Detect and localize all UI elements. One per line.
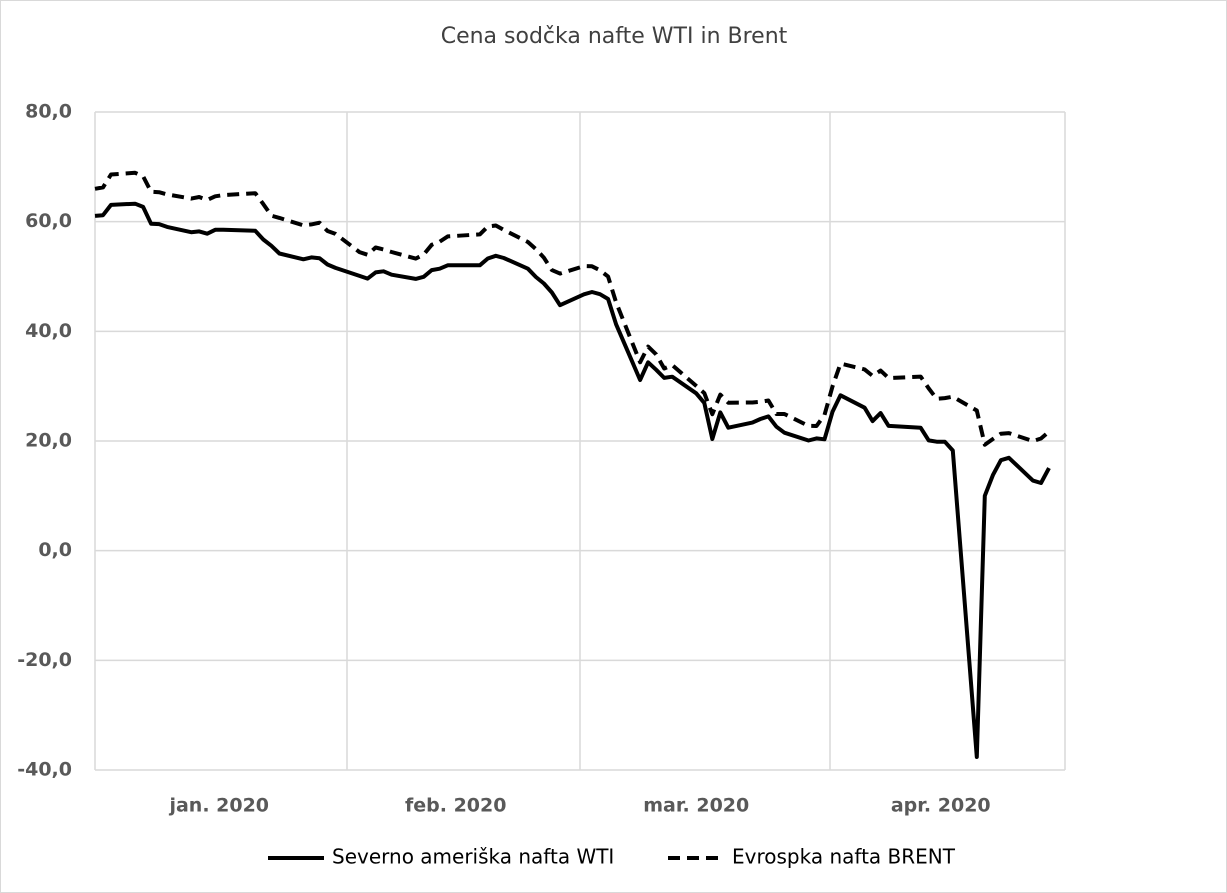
- y-tick-label: 40,0: [25, 320, 72, 342]
- legend-label: Severno ameriška nafta WTI: [332, 845, 614, 869]
- y-tick-label: -20,0: [17, 649, 72, 671]
- y-tick-label: 0,0: [38, 539, 72, 561]
- x-tick-label: feb. 2020: [405, 795, 506, 817]
- line-series: [94, 201, 1051, 759]
- legend-label: Evrospka nafta BRENT: [732, 845, 956, 869]
- x-tick-label: jan. 2020: [168, 795, 269, 817]
- chart-title: Cena sodčka nafte WTI in Brent: [441, 24, 788, 49]
- y-tick-label: -40,0: [17, 759, 72, 781]
- x-tick-label: mar. 2020: [643, 795, 749, 817]
- x-tick-label: apr. 2020: [891, 795, 991, 817]
- y-tick-label: 60,0: [25, 210, 72, 232]
- y-tick-label: 80,0: [25, 101, 72, 123]
- y-tick-label: 20,0: [25, 430, 72, 452]
- line-series: [94, 170, 1051, 447]
